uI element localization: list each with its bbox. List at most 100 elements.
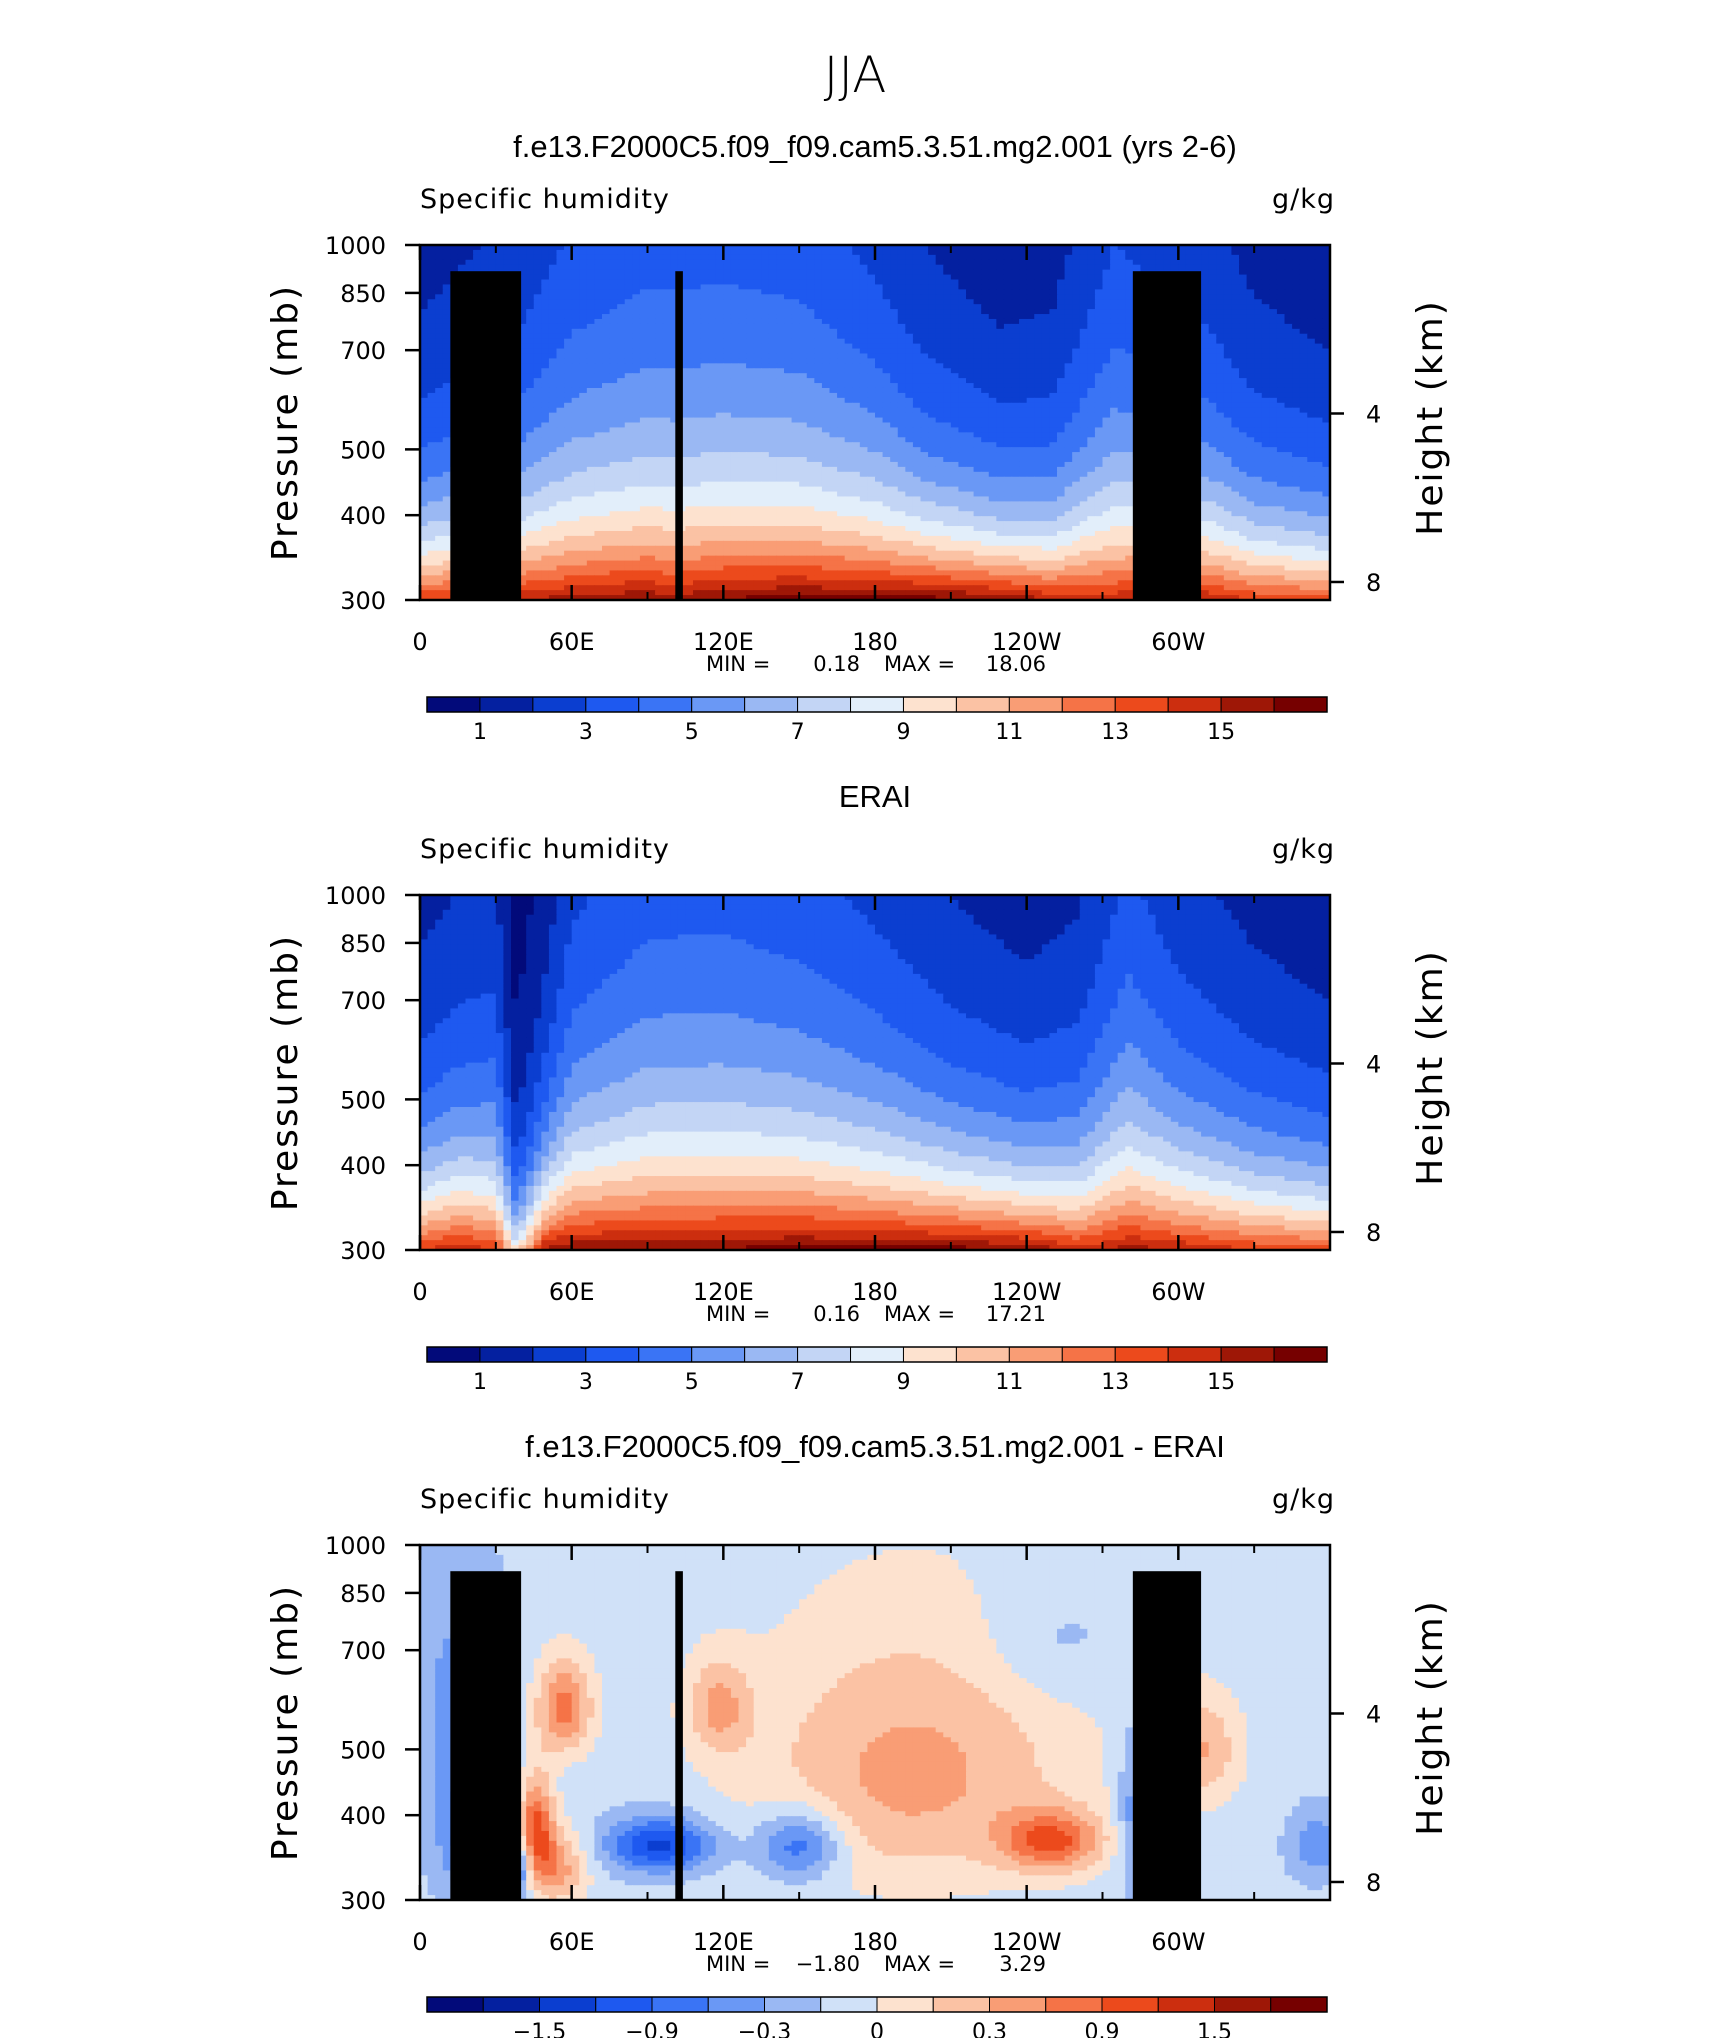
field-cell <box>564 264 573 271</box>
field-cell <box>958 363 967 369</box>
field-cell <box>518 442 527 448</box>
field-cell <box>753 353 762 359</box>
field-cell <box>814 249 823 256</box>
field-cell <box>594 422 603 429</box>
field-cell <box>1110 407 1119 414</box>
field-cell <box>928 289 937 295</box>
field-cell <box>1269 338 1278 345</box>
field-cell <box>518 254 527 261</box>
field-cell <box>571 373 580 379</box>
field-cell <box>662 249 671 256</box>
field-cell <box>1246 343 1255 350</box>
field-cell <box>814 279 823 286</box>
field-cell <box>1292 417 1301 424</box>
field-cell <box>867 289 876 295</box>
field-cell <box>1216 417 1225 424</box>
field-cell <box>647 373 656 379</box>
field-cell <box>693 289 702 295</box>
field-cell <box>723 387 732 394</box>
field-cell <box>1276 333 1286 340</box>
field-cell <box>784 407 793 414</box>
field-cell <box>1322 338 1331 345</box>
field-cell <box>958 427 967 433</box>
field-cell <box>1307 254 1316 261</box>
field-cell <box>1239 279 1248 286</box>
field-cell <box>912 442 922 448</box>
field-cell <box>617 383 626 389</box>
field-cell <box>647 363 656 369</box>
field-cell <box>1314 422 1324 429</box>
field-cell <box>427 437 436 443</box>
field-cell <box>723 318 732 325</box>
field-cell <box>548 358 558 364</box>
field-cell <box>662 299 671 305</box>
field-cell <box>533 417 542 424</box>
field-cell <box>518 368 527 374</box>
field-cell <box>1064 328 1073 335</box>
field-cell <box>1314 392 1324 399</box>
field-cell <box>617 353 626 359</box>
field-cell <box>1254 318 1263 325</box>
field-cell <box>609 417 618 424</box>
field-cell <box>882 299 891 305</box>
field-cell <box>897 392 906 399</box>
field-cell <box>1034 378 1043 384</box>
field-cell <box>473 245 482 251</box>
field-cell <box>1125 363 1134 369</box>
field-cell <box>1269 284 1278 290</box>
field-cell <box>1041 358 1051 364</box>
field-cell <box>655 294 664 300</box>
field-cell <box>586 392 596 399</box>
field-cell <box>1322 387 1331 394</box>
field-cell <box>859 402 869 409</box>
field-cell <box>1246 245 1255 251</box>
field-cell <box>700 437 709 443</box>
field-cell <box>715 387 724 394</box>
field-cell <box>837 284 846 290</box>
field-cell <box>586 432 596 438</box>
field-cell <box>1087 412 1096 419</box>
field-cell <box>715 417 724 424</box>
field-cell <box>920 245 929 251</box>
field-cell <box>700 318 709 325</box>
field-cell <box>1216 407 1225 414</box>
field-cell <box>723 432 732 438</box>
field-cell <box>966 378 975 384</box>
field-cell <box>814 323 823 330</box>
field-cell <box>776 353 785 359</box>
field-cell <box>693 387 702 394</box>
field-cell <box>700 407 709 414</box>
field-cell <box>526 437 535 443</box>
field-cell <box>738 417 747 424</box>
field-cell <box>981 442 990 448</box>
field-cell <box>1299 323 1308 330</box>
field-cell <box>1322 304 1331 310</box>
field-cell <box>859 294 869 300</box>
field-cell <box>1064 289 1073 295</box>
field-cell <box>693 328 702 335</box>
field-cell <box>465 249 474 256</box>
field-cell <box>427 264 436 271</box>
field-cell <box>503 254 512 261</box>
field-cell <box>685 309 694 315</box>
field-cell <box>1216 299 1225 305</box>
field-cell <box>776 259 785 266</box>
field-cell <box>594 368 603 374</box>
field-cell <box>533 284 542 290</box>
field-cell <box>677 259 687 266</box>
field-cell <box>1110 289 1119 295</box>
field-cell <box>753 254 762 261</box>
field-cell <box>1003 245 1013 251</box>
field-cell <box>958 289 967 295</box>
field-cell <box>647 289 656 295</box>
field-cell <box>1261 422 1270 429</box>
field-cell <box>875 304 884 310</box>
field-cell <box>662 318 671 325</box>
field-cell <box>693 373 702 379</box>
field-cell <box>617 269 626 276</box>
field-cell <box>1299 407 1308 414</box>
field-cell <box>693 323 702 330</box>
field-cell <box>768 249 778 256</box>
field-cell <box>867 249 876 256</box>
field-cell <box>1049 437 1058 443</box>
